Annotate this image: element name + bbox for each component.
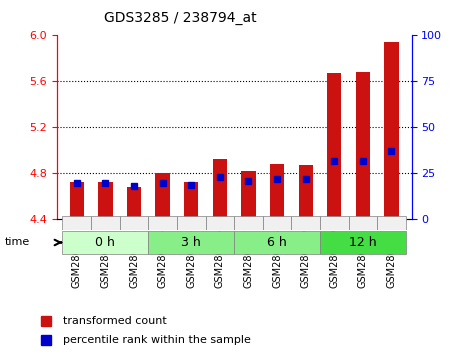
Bar (70, 182, 84, 219)
Bar (184, 182, 198, 219)
Bar (270, 164, 284, 219)
Bar (213, 159, 227, 219)
FancyBboxPatch shape (291, 216, 320, 230)
FancyBboxPatch shape (320, 232, 406, 253)
Text: 0 h: 0 h (96, 236, 115, 249)
FancyBboxPatch shape (149, 232, 234, 253)
FancyBboxPatch shape (149, 216, 177, 230)
FancyBboxPatch shape (349, 216, 377, 230)
Text: 12 h: 12 h (349, 236, 377, 249)
Text: transformed count: transformed count (63, 316, 166, 326)
Text: GDS3285 / 238794_at: GDS3285 / 238794_at (104, 11, 257, 25)
FancyBboxPatch shape (234, 232, 320, 253)
FancyBboxPatch shape (263, 216, 291, 230)
FancyBboxPatch shape (120, 216, 149, 230)
FancyBboxPatch shape (62, 216, 91, 230)
Bar (241, 171, 255, 219)
Text: time: time (5, 238, 30, 247)
Bar (156, 173, 170, 219)
Bar (385, 42, 399, 219)
Bar (98, 182, 113, 219)
FancyBboxPatch shape (91, 216, 120, 230)
FancyBboxPatch shape (234, 216, 263, 230)
FancyBboxPatch shape (62, 232, 149, 253)
Bar (127, 187, 141, 219)
Text: percentile rank within the sample: percentile rank within the sample (63, 335, 251, 345)
Text: 6 h: 6 h (267, 236, 287, 249)
Bar (356, 72, 370, 219)
FancyBboxPatch shape (177, 216, 206, 230)
Bar (298, 165, 313, 219)
FancyBboxPatch shape (377, 216, 406, 230)
Text: 3 h: 3 h (181, 236, 201, 249)
FancyBboxPatch shape (206, 216, 234, 230)
FancyBboxPatch shape (320, 216, 349, 230)
Bar (327, 73, 342, 219)
